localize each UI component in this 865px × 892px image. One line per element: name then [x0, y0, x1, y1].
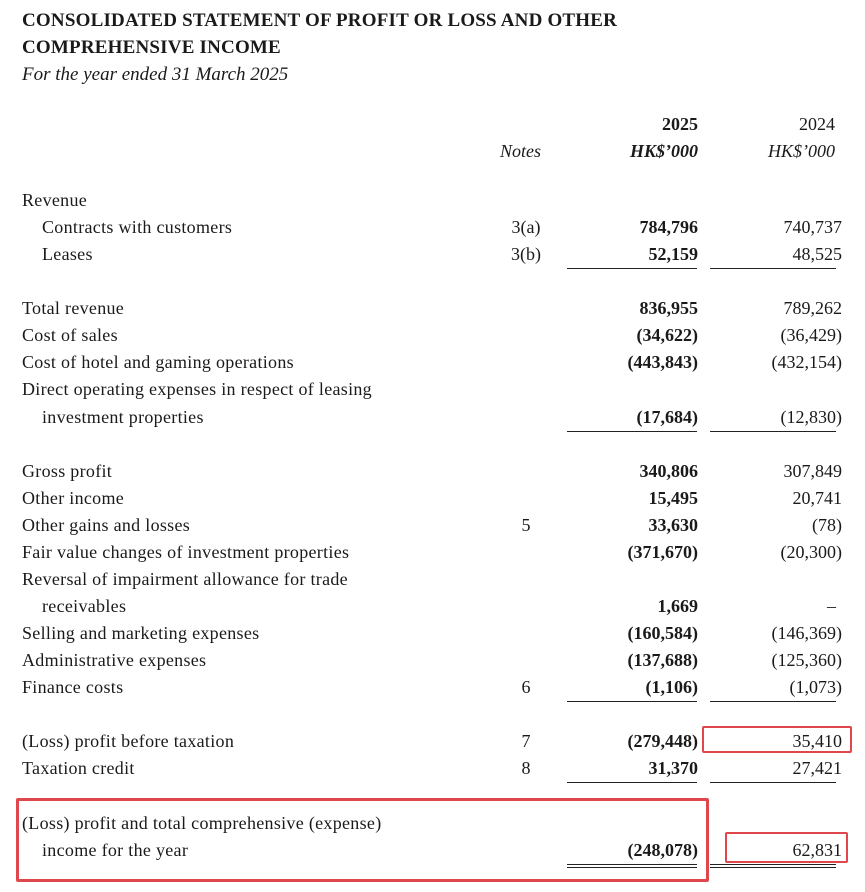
row-value-2024: (20,300) [780, 542, 843, 562]
statement-subtitle: For the year ended 31 March 2025 [22, 64, 289, 85]
row-note: 6 [521, 677, 531, 697]
row-value-2025: 1,669 [657, 596, 699, 616]
row-value-2024: (432,154) [771, 352, 843, 372]
row-label: Fair value changes of investment propert… [22, 542, 350, 562]
row-label: Administrative expenses [22, 650, 207, 670]
row-label: Other gains and losses [22, 515, 191, 535]
row-value-2024: 20,741 [792, 488, 843, 508]
row-value-2025: 33,630 [648, 515, 699, 535]
row-value-2025: (17,684) [636, 407, 699, 427]
row-label-continuation: receivables [42, 596, 127, 616]
header-unit-2025: HK$’000 [629, 141, 698, 161]
total-double-rule-2025-upper [567, 864, 697, 865]
row-label-continuation: income for the year [42, 840, 189, 860]
row-value-2024: (125,360) [771, 650, 843, 670]
statement-title-line1: CONSOLIDATED STATEMENT OF PROFIT OR LOSS… [22, 10, 618, 31]
subtotal-rule-2024 [710, 782, 836, 783]
row-value-2025: 15,495 [648, 488, 699, 508]
row-label: Direct operating expenses in respect of … [22, 379, 372, 399]
subtotal-rule-2025 [567, 268, 697, 269]
row-value-2025: (371,670) [627, 542, 699, 562]
subtotal-rule-2025 [567, 782, 697, 783]
row-value-2024: 740,737 [783, 217, 843, 237]
subtotal-rule-2024 [710, 431, 836, 432]
row-label: Finance costs [22, 677, 124, 697]
row-label-continuation: investment properties [42, 407, 204, 427]
header-unit-2024: HK$’000 [768, 141, 835, 161]
row-label: Leases [42, 244, 93, 264]
row-value-2024: (12,830) [780, 407, 843, 427]
subtotal-rule-2025 [567, 431, 697, 432]
total-double-rule-2025-lower [567, 867, 697, 868]
row-value-2025: 784,796 [639, 217, 699, 237]
row-label: Total revenue [22, 298, 125, 318]
row-value-2024: 35,410 [792, 731, 843, 751]
highlight-box-total-2024 [725, 832, 848, 863]
row-label: Cost of sales [22, 325, 118, 345]
row-value-2024: (36,429) [780, 325, 843, 345]
row-label: Taxation credit [22, 758, 135, 778]
header-year-2025: 2025 [662, 114, 698, 134]
row-label: Selling and marketing expenses [22, 623, 260, 643]
row-value-2024: 789,262 [783, 298, 843, 318]
row-label: Reversal of impairment allowance for tra… [22, 569, 348, 589]
row-note: 5 [521, 515, 531, 535]
row-value-2025: 52,159 [648, 244, 699, 264]
subtotal-rule-2025 [567, 701, 697, 702]
row-value-2025: (137,688) [627, 650, 699, 670]
header-notes: Notes [500, 141, 542, 161]
row-value-2024: – [827, 596, 836, 616]
row-value-2024: 48,525 [792, 244, 843, 264]
row-value-2025: (248,078) [627, 840, 699, 860]
row-value-2025: (1,106) [645, 677, 699, 697]
row-value-2025: 340,806 [639, 461, 699, 481]
row-note: 3(b) [511, 244, 541, 264]
row-label: Cost of hotel and gaming operations [22, 352, 294, 372]
row-note: 7 [521, 731, 531, 751]
row-value-2024: (78) [812, 515, 842, 535]
row-label: (Loss) profit before taxation [22, 731, 235, 751]
row-value-2025: (160,584) [627, 623, 699, 643]
row-label: (Loss) profit and total comprehensive (e… [22, 813, 382, 833]
row-value-2024: 62,831 [792, 840, 843, 860]
row-label: Other income [22, 488, 125, 508]
row-value-2024: 307,849 [783, 461, 843, 481]
row-label: Contracts with customers [42, 217, 233, 237]
row-value-2024: (1,073) [789, 677, 843, 697]
subtotal-rule-2024 [710, 701, 836, 702]
row-value-2025: (443,843) [627, 352, 699, 372]
total-double-rule-2024-lower [710, 867, 836, 868]
row-value-2025: 31,370 [648, 758, 699, 778]
row-label: Gross profit [22, 461, 113, 481]
statement-title-line2: COMPREHENSIVE INCOME [22, 37, 281, 58]
row-note: 3(a) [511, 217, 541, 237]
row-value-2025: 836,955 [639, 298, 699, 318]
row-value-2024: (146,369) [771, 623, 843, 643]
total-double-rule-2024-upper [710, 864, 836, 865]
row-revenue-heading: Revenue [22, 190, 88, 210]
row-value-2025: (279,448) [627, 731, 699, 751]
row-value-2024: 27,421 [792, 758, 843, 778]
highlight-box-pbt-2024 [702, 726, 852, 753]
subtotal-rule-2024 [710, 268, 836, 269]
highlight-box-total-row [16, 798, 709, 882]
row-value-2025: (34,622) [636, 325, 699, 345]
header-year-2024: 2024 [799, 114, 835, 134]
row-note: 8 [521, 758, 531, 778]
